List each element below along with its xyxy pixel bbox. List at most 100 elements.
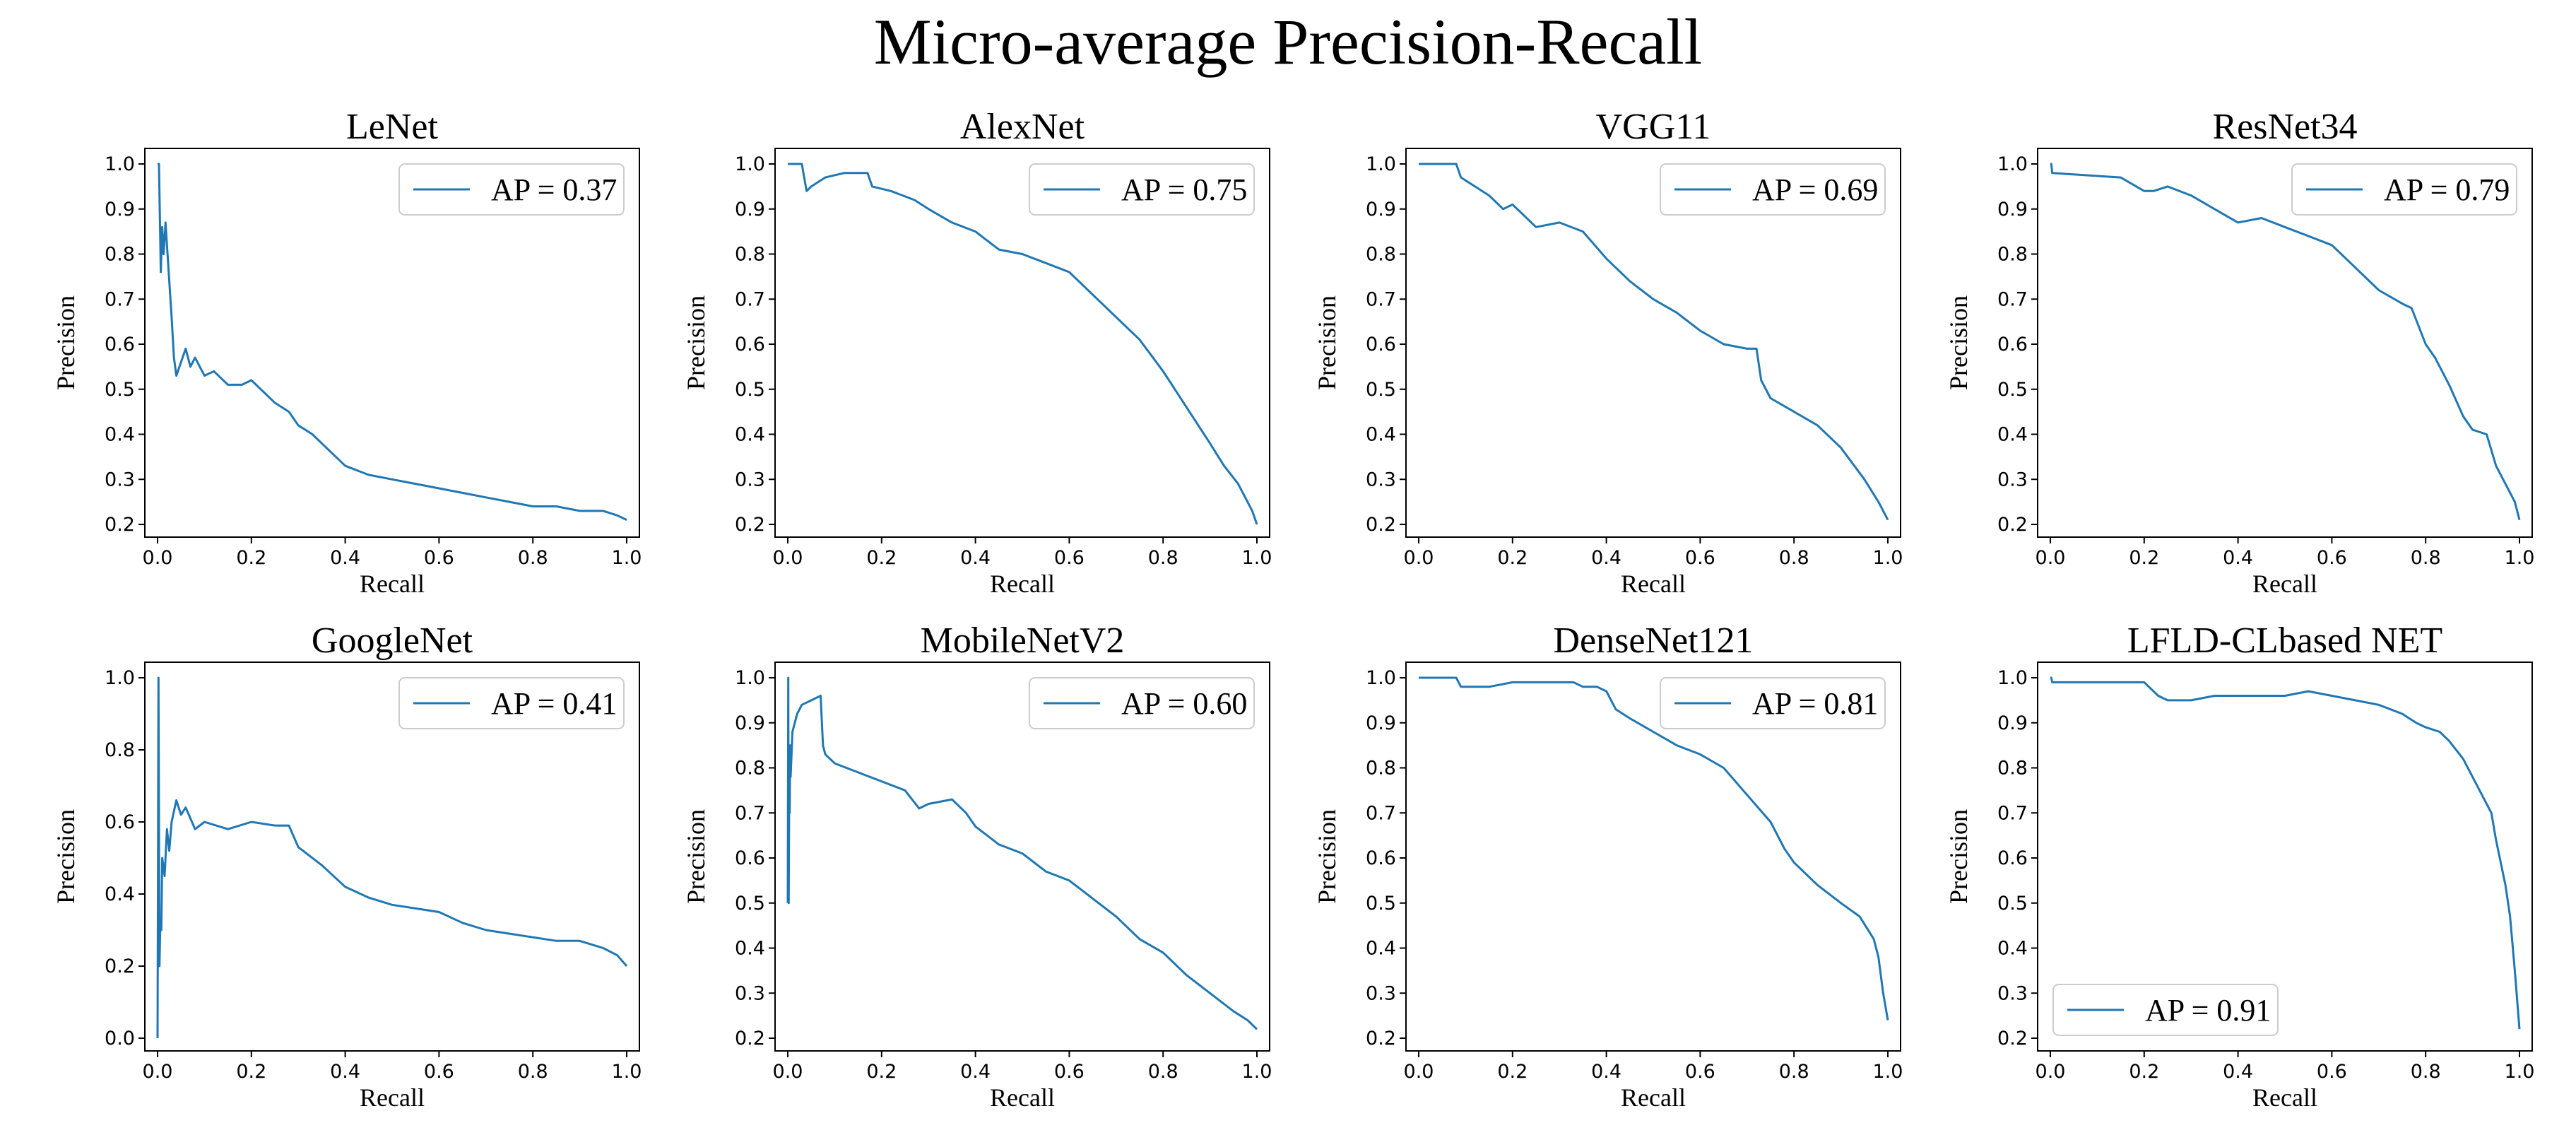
chart-title: AlexNet <box>960 107 1085 147</box>
chart-title: DenseNet121 <box>1553 621 1753 661</box>
legend-label: AP = 0.75 <box>1121 172 1247 207</box>
y-tick-label: 0.2 <box>735 514 765 536</box>
chart-title: LFLD-CLbased NET <box>2127 621 2442 661</box>
x-tick-label: 0.8 <box>1779 547 1809 569</box>
legend-box <box>2052 984 2279 1036</box>
y-tick-label: 0.4 <box>1997 424 2028 446</box>
x-tick-label: 0.4 <box>330 547 360 569</box>
y-tick-label: 0.3 <box>1366 982 1396 1004</box>
x-tick-label: 0.4 <box>960 1061 991 1083</box>
chart-panel: AlexNet 0.0 0.2 0.4 0.6 0.8 1.0 0.2 0.3 0.4 0.5 0.6… <box>682 107 1272 598</box>
x-tick-label: 0.0 <box>143 1061 173 1083</box>
y-tick-label: 0.5 <box>735 379 765 401</box>
pr-curve-line <box>1419 163 1889 521</box>
y-tick-label: 0.5 <box>105 379 135 401</box>
pr-curve-line <box>156 676 628 1039</box>
y-tick-label: 0.9 <box>735 712 765 734</box>
y-tick-label: 0.9 <box>735 199 765 221</box>
chart-title: GoogleNet <box>312 621 473 661</box>
y-axis-label: Precision <box>1944 809 1973 904</box>
x-tick-label: 0.4 <box>960 547 991 569</box>
x-tick-label: 0.8 <box>1148 1061 1178 1083</box>
chart-panel: DenseNet121 0.0 0.2 0.4 0.6 0.8 1.0 0.2 0.3 0.4 0.… <box>1313 621 1903 1112</box>
y-tick-label: 0.6 <box>1997 847 2028 869</box>
x-tick-label: 1.0 <box>1873 547 1903 569</box>
x-tick-label: 0.2 <box>866 547 897 569</box>
x-axis-label: Recall <box>1621 570 1686 598</box>
y-tick-label: 0.3 <box>1366 469 1396 490</box>
y-tick-label: 0.5 <box>1997 379 2028 401</box>
y-tick-label: 1.0 <box>1997 153 2028 175</box>
x-tick-label: 0.8 <box>518 547 548 569</box>
y-tick-label: 0.3 <box>735 469 765 490</box>
x-tick-label: 0.4 <box>2223 1061 2253 1083</box>
x-tick-label: 0.6 <box>2317 547 2347 569</box>
x-tick-label: 0.2 <box>866 1061 897 1083</box>
y-tick-label: 0.7 <box>1997 802 2028 824</box>
x-tick-label: 1.0 <box>1242 1061 1272 1083</box>
y-tick-label: 0.7 <box>1366 288 1396 310</box>
x-axis-label: Recall <box>990 570 1055 598</box>
legend-box <box>398 163 625 216</box>
y-tick-label: 0.9 <box>1997 199 2028 221</box>
y-tick-label: 0.6 <box>735 847 765 869</box>
y-tick-label: 0.9 <box>1997 712 2028 734</box>
y-tick-label: 0.2 <box>1997 514 2028 536</box>
x-tick-label: 1.0 <box>1873 1061 1903 1083</box>
y-tick-label: 0.3 <box>735 982 765 1004</box>
y-tick-label: 0.6 <box>1997 334 2028 355</box>
y-tick-label: 0.5 <box>1366 379 1396 401</box>
legend-label: AP = 0.69 <box>1752 172 1878 207</box>
x-tick-label: 0.2 <box>2129 547 2159 569</box>
plot-frame <box>774 148 1270 538</box>
x-tick-label: 0.8 <box>1148 547 1178 569</box>
legend: AP = 0.91 <box>2052 984 2279 1036</box>
y-axis-label: Precision <box>52 809 80 904</box>
x-tick-label: 0.2 <box>1497 547 1528 569</box>
x-tick-label: 0.8 <box>2411 1061 2441 1083</box>
chart-grid: LeNet 0.0 0.2 0.4 0.6 0.8 1.0 0.2 0.3 0.4 0.5 0.6 0.… <box>52 107 2534 1112</box>
x-tick-label: 0.0 <box>1404 547 1434 569</box>
y-tick-label: 0.6 <box>105 811 135 833</box>
y-tick-label: 1.0 <box>1366 153 1396 175</box>
x-tick-label: 1.0 <box>2505 1061 2535 1083</box>
x-tick-label: 1.0 <box>612 547 642 569</box>
x-tick-label: 0.6 <box>424 547 454 569</box>
chart-title: VGG11 <box>1596 107 1711 147</box>
x-tick-label: 0.0 <box>1404 1061 1434 1083</box>
chart-panel: GoogleNet 0.0 0.2 0.4 0.6 0.8 1.0 0.0 0.2 0.4 0.6 0… <box>52 621 642 1112</box>
x-tick-label: 1.0 <box>612 1061 642 1083</box>
y-tick-label: 0.3 <box>1997 982 2028 1004</box>
legend-label: AP = 0.91 <box>2145 993 2271 1028</box>
y-tick-label: 1.0 <box>1997 667 2028 689</box>
y-axis-label: Precision <box>52 295 80 390</box>
x-tick-label: 0.0 <box>773 547 803 569</box>
x-tick-label: 0.4 <box>1591 547 1621 569</box>
y-tick-label: 0.5 <box>1997 893 2028 915</box>
y-axis-label: Precision <box>682 295 710 390</box>
x-axis-label: Recall <box>2252 570 2317 598</box>
y-tick-label: 1.0 <box>1366 667 1396 689</box>
y-tick-label: 0.7 <box>735 288 765 310</box>
chart-title: ResNet34 <box>2212 107 2357 147</box>
legend: AP = 0.60 <box>1029 677 1255 729</box>
legend-label: AP = 0.81 <box>1752 686 1878 721</box>
y-tick-label: 0.3 <box>1997 469 2028 490</box>
legend: AP = 0.41 <box>398 677 625 729</box>
y-tick-label: 0.0 <box>105 1028 135 1049</box>
y-axis-label: Precision <box>1313 809 1341 904</box>
pr-curve-line <box>158 163 627 521</box>
y-tick-label: 0.8 <box>105 739 135 761</box>
x-axis-label: Recall <box>1621 1083 1686 1112</box>
x-tick-label: 0.2 <box>2129 1061 2159 1083</box>
legend-label: AP = 0.41 <box>491 686 617 721</box>
y-tick-label: 0.8 <box>1366 758 1396 780</box>
chart-title: MobileNetV2 <box>921 621 1125 661</box>
x-tick-label: 0.6 <box>424 1061 454 1083</box>
plot-frame <box>2037 148 2533 538</box>
x-tick-label: 0.6 <box>1685 547 1715 569</box>
y-tick-label: 1.0 <box>735 153 765 175</box>
y-tick-label: 1.0 <box>105 153 135 175</box>
pr-curve-line <box>2050 676 2521 1030</box>
